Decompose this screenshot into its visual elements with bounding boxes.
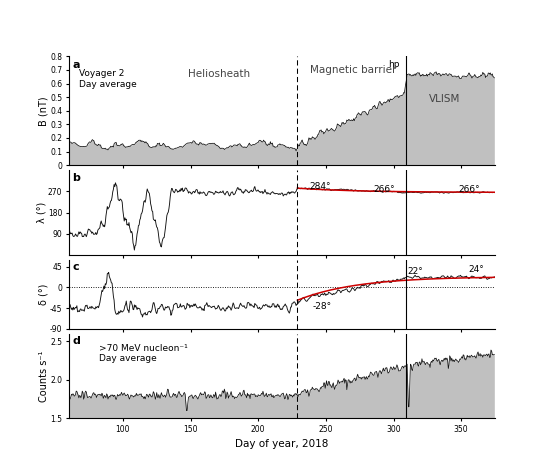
- Y-axis label: λ (°): λ (°): [37, 202, 47, 223]
- Text: c: c: [72, 262, 79, 272]
- Text: 266°: 266°: [459, 185, 480, 194]
- Text: Heliosheath: Heliosheath: [188, 70, 250, 79]
- Y-axis label: B (nT): B (nT): [39, 96, 49, 125]
- Text: b: b: [72, 173, 80, 183]
- Text: 284°: 284°: [310, 182, 331, 191]
- Text: 24°: 24°: [468, 265, 484, 274]
- Text: >70 MeV nucleon⁻¹
Day average: >70 MeV nucleon⁻¹ Day average: [98, 344, 188, 363]
- Text: 22°: 22°: [408, 266, 423, 275]
- Text: -28°: -28°: [312, 302, 332, 311]
- Text: d: d: [72, 336, 80, 346]
- Text: Magnetic barrier: Magnetic barrier: [310, 65, 396, 75]
- Text: 266°: 266°: [373, 185, 395, 194]
- Y-axis label: δ (°): δ (°): [39, 283, 48, 305]
- Text: a: a: [72, 60, 80, 70]
- X-axis label: Day of year, 2018: Day of year, 2018: [235, 439, 328, 449]
- Y-axis label: Counts s⁻¹: Counts s⁻¹: [39, 350, 49, 402]
- Text: hp: hp: [388, 60, 399, 69]
- Text: VLISM: VLISM: [429, 94, 460, 104]
- Text: Voyager 2
Day average: Voyager 2 Day average: [79, 70, 137, 89]
